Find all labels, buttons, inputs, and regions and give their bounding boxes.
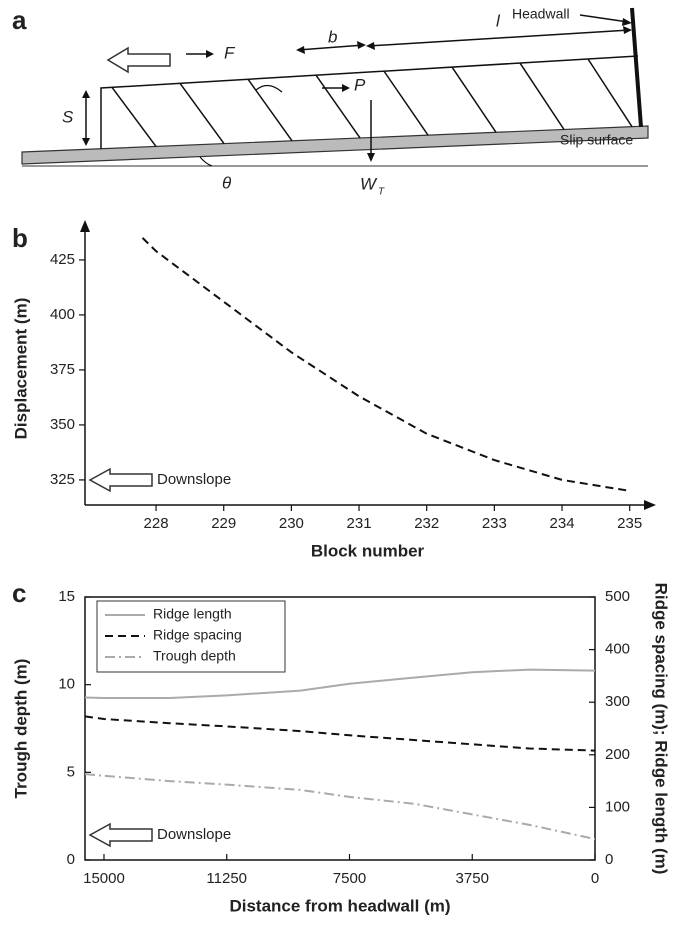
y-tick-label: 0: [67, 851, 75, 868]
arrowhead: [82, 90, 90, 98]
downslope-arrow: [88, 467, 153, 493]
stripe: [315, 74, 361, 139]
x-tick-label: 0: [591, 870, 599, 887]
label-slip-surface: Slip surface: [560, 132, 633, 148]
y2-tick-label: 200: [605, 746, 630, 763]
y2-axis-label: Ridge spacing (m); Ridge length (m): [652, 583, 671, 875]
downslope-arrow: [106, 46, 171, 74]
series-line: [84, 773, 596, 840]
y-tick-label: 350: [50, 416, 75, 433]
panel-label: b: [12, 223, 28, 253]
y2-tick-label: 300: [605, 693, 630, 710]
x-tick-label: 232: [414, 515, 439, 532]
x-axis-label: Distance from headwall (m): [229, 896, 450, 915]
label-b: b: [328, 27, 337, 46]
y-tick-label: 10: [58, 676, 75, 693]
arrow-l: [367, 29, 631, 47]
label-w: W: [360, 174, 378, 193]
y-axis-label: Displacement (m): [11, 298, 30, 440]
series-line: [141, 237, 630, 492]
annotation: Downslope: [157, 826, 231, 843]
stripe: [451, 66, 497, 133]
y-tick-label: 5: [67, 763, 75, 780]
label-w-sub: T: [378, 187, 385, 198]
y2-tick-label: 100: [605, 798, 630, 815]
stripe: [383, 70, 429, 136]
pointer: [579, 14, 629, 23]
x-tick-label: 233: [482, 515, 507, 532]
y2-tick-label: 0: [605, 851, 613, 868]
panel-label: c: [12, 578, 26, 608]
diagram-a: a F b l P S θ W T Headwall Slip sur: [12, 5, 649, 198]
legend-label: Ridge spacing: [153, 627, 242, 643]
stripe: [179, 82, 225, 145]
arrowhead: [82, 138, 90, 146]
y-tick-label: 325: [50, 471, 75, 488]
arrowhead: [342, 84, 350, 92]
stripe: [519, 62, 565, 130]
arrowhead: [622, 18, 632, 26]
label-p: P: [354, 75, 366, 94]
axis-arrow: [644, 500, 656, 510]
legend-box: [96, 600, 286, 673]
arrowhead: [366, 42, 375, 50]
angle-arc: [199, 156, 213, 167]
y2-tick-label: 500: [605, 588, 630, 605]
x-tick-label: 11250: [206, 870, 247, 887]
x-axis-label: Block number: [311, 541, 425, 560]
stripe: [587, 58, 633, 128]
panel-label: a: [12, 5, 27, 35]
downslope-arrow: [88, 822, 153, 848]
arrowhead: [357, 41, 366, 49]
label-headwall: Headwall: [512, 6, 570, 22]
x-tick-label: 3750: [456, 870, 489, 887]
y-tick-label: 425: [50, 251, 75, 268]
plot-frame: [84, 596, 596, 861]
label-theta: θ: [222, 173, 232, 192]
x-tick-label: 15000: [83, 870, 125, 887]
x-tick-label: 231: [347, 515, 372, 532]
headwall: [630, 7, 643, 128]
label-s: S: [62, 107, 74, 126]
stripe: [247, 78, 293, 142]
arrowhead: [623, 26, 632, 34]
y2-tick-label: 400: [605, 641, 630, 658]
x-tick-label: 230: [279, 515, 304, 532]
legend-label: Trough depth: [153, 648, 236, 664]
axis-arrow: [80, 220, 90, 232]
slip-surface: [21, 125, 649, 165]
x-tick-label: 235: [617, 515, 642, 532]
rotation-arrow: [255, 84, 283, 93]
x-tick-label: 228: [144, 515, 169, 532]
label-l: l: [496, 11, 501, 30]
y-tick-label: 400: [50, 306, 75, 323]
arrow-b: [297, 44, 365, 51]
annotation: Downslope: [157, 471, 231, 488]
series-line: [84, 668, 596, 699]
arrowhead: [206, 50, 214, 58]
y-axis-label: Trough depth (m): [11, 659, 30, 799]
arrowhead: [296, 46, 305, 54]
x-tick-label: 234: [550, 515, 575, 532]
block-outline: [100, 55, 639, 149]
y-tick-label: 15: [58, 588, 75, 605]
arrowhead: [367, 153, 375, 162]
stripes: [111, 58, 633, 147]
x-tick-label: 7500: [333, 870, 366, 887]
y-tick-label: 375: [50, 361, 75, 378]
x-tick-label: 229: [211, 515, 236, 532]
stripe: [111, 86, 157, 147]
series-line: [84, 715, 596, 752]
label-f: F: [224, 43, 236, 62]
legend-label: Ridge length: [153, 606, 232, 622]
